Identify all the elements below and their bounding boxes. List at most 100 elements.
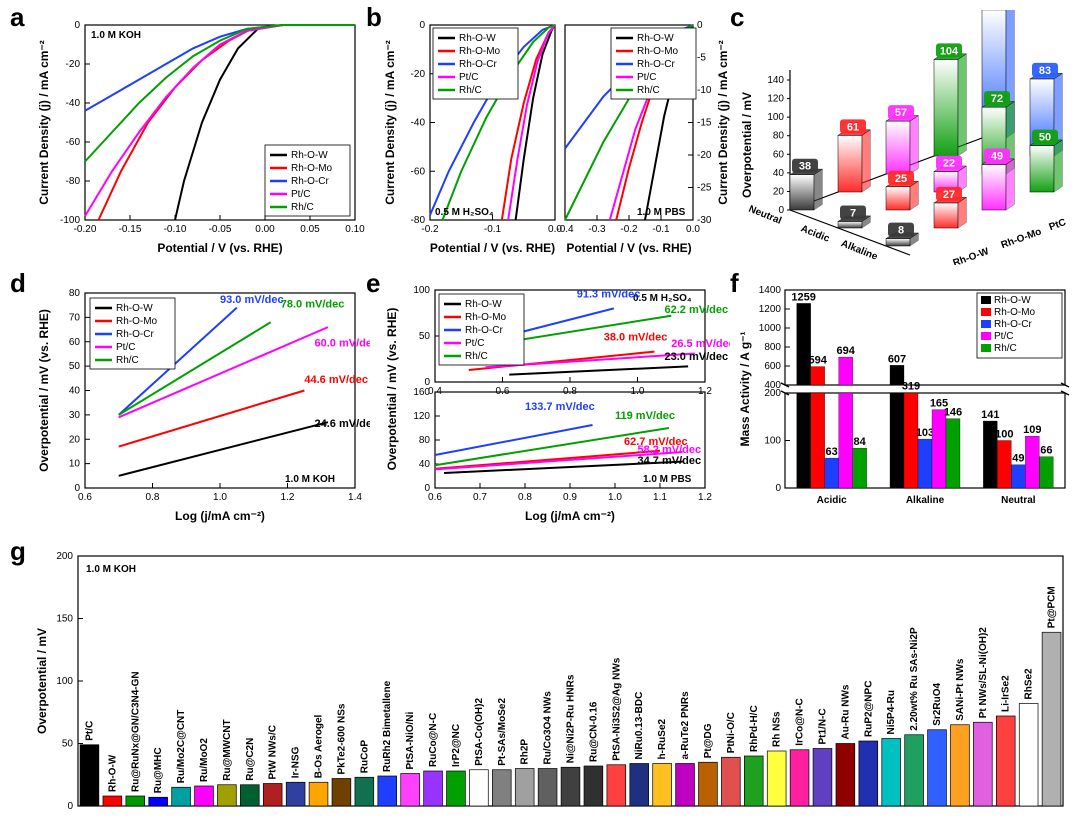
svg-text:0: 0 xyxy=(424,483,430,494)
svg-text:1.0 M KOH: 1.0 M KOH xyxy=(91,30,141,41)
svg-text:1400: 1400 xyxy=(759,285,782,296)
svg-text:27: 27 xyxy=(943,189,955,201)
svg-text:1.0 M KOH: 1.0 M KOH xyxy=(86,564,136,575)
svg-text:1.0 M KOH: 1.0 M KOH xyxy=(285,474,335,485)
svg-text:Rh-O-W: Rh-O-W xyxy=(465,299,502,310)
svg-text:Ru@RuNx@GN/C3N4-GN: Ru@RuNx@GN/C3N4-GN xyxy=(130,671,141,792)
svg-text:319: 319 xyxy=(902,381,920,393)
svg-text:Overpotential / mV: Overpotential / mV xyxy=(740,92,754,198)
svg-text:Ru@CN-0.16: Ru@CN-0.16 xyxy=(588,701,599,762)
svg-text:Rh/C: Rh/C xyxy=(637,85,660,96)
panel-a-svg: -0.20-0.15-0.10-0.050.000.050.10-100-80-… xyxy=(30,10,370,265)
svg-text:Rh-O-Cr: Rh-O-Cr xyxy=(465,325,503,336)
svg-text:7: 7 xyxy=(850,208,856,220)
svg-text:26.5 mV/dec: 26.5 mV/dec xyxy=(671,338,730,350)
svg-text:50: 50 xyxy=(62,739,74,750)
svg-text:Rh-O-Mo: Rh-O-Mo xyxy=(637,46,679,57)
svg-text:20: 20 xyxy=(773,186,785,197)
svg-text:NiRu0.13-BDC: NiRu0.13-BDC xyxy=(634,692,645,760)
svg-text:Alkaline: Alkaline xyxy=(906,495,945,506)
svg-text:-80: -80 xyxy=(411,215,426,226)
svg-text:-0.10: -0.10 xyxy=(164,224,187,235)
svg-text:84: 84 xyxy=(854,436,867,448)
svg-text:2.20wt% Ru SAs-Ni2P: 2.20wt% Ru SAs-Ni2P xyxy=(909,627,920,731)
svg-text:103: 103 xyxy=(916,427,934,439)
svg-text:44.6 mV/dec: 44.6 mV/dec xyxy=(304,374,368,386)
svg-text:Ru/Co3O4 NWs: Ru/Co3O4 NWs xyxy=(543,691,554,765)
svg-text:-80: -80 xyxy=(66,176,81,187)
svg-text:0.6: 0.6 xyxy=(78,492,92,503)
svg-text:140: 140 xyxy=(767,75,784,86)
svg-text:Rh-O-Mo: Rh-O-Mo xyxy=(465,312,507,323)
svg-text:Sr2RuO4: Sr2RuO4 xyxy=(932,683,943,726)
svg-text:66: 66 xyxy=(1040,445,1052,457)
svg-text:Pt1/N-C: Pt1/N-C xyxy=(817,708,828,744)
svg-text:0.6: 0.6 xyxy=(428,492,442,503)
panel-c-svg: 020406080100120140Overpotential / mV1381… xyxy=(735,10,1075,265)
svg-text:Ir-NSG: Ir-NSG xyxy=(291,746,302,778)
svg-text:70: 70 xyxy=(69,312,81,323)
svg-text:Overpotential / mV: Overpotential / mV xyxy=(35,628,49,734)
svg-text:-60: -60 xyxy=(66,137,81,148)
svg-text:119 mV/dec: 119 mV/dec xyxy=(615,410,675,422)
svg-text:120: 120 xyxy=(413,411,430,422)
svg-text:91.3 mV/dec: 91.3 mV/dec xyxy=(577,288,641,300)
svg-text:-20: -20 xyxy=(411,69,426,80)
svg-text:Ni@Ni2P-Ru HNRs: Ni@Ni2P-Ru HNRs xyxy=(566,674,577,763)
svg-text:Pt/C: Pt/C xyxy=(465,338,484,349)
svg-text:Acidic: Acidic xyxy=(799,223,831,245)
svg-text:-100: -100 xyxy=(60,215,80,226)
svg-text:Rh-O-Mo: Rh-O-Mo xyxy=(291,163,333,174)
svg-text:109: 109 xyxy=(1023,424,1041,436)
svg-text:RhPd-H/C: RhPd-H/C xyxy=(749,705,760,752)
svg-text:Rh-O-Mo: Rh-O-Mo xyxy=(459,46,501,57)
svg-text:594: 594 xyxy=(808,355,827,367)
svg-text:-20: -20 xyxy=(697,150,712,161)
svg-text:-0.3: -0.3 xyxy=(588,224,606,235)
svg-text:23.0 mV/dec: 23.0 mV/dec xyxy=(665,351,729,363)
svg-text:Rh-O-Cr: Rh-O-Cr xyxy=(291,176,329,187)
svg-text:160: 160 xyxy=(413,387,430,398)
svg-text:607: 607 xyxy=(888,353,906,365)
svg-text:20: 20 xyxy=(69,434,81,445)
svg-text:40: 40 xyxy=(419,459,431,470)
svg-text:80: 80 xyxy=(69,288,81,299)
panel-label-g: g xyxy=(10,536,26,567)
svg-text:Potential / V (vs. RHE): Potential / V (vs. RHE) xyxy=(157,241,282,255)
svg-text:104: 104 xyxy=(940,45,959,57)
svg-text:60: 60 xyxy=(773,149,785,160)
svg-text:-10: -10 xyxy=(697,85,712,96)
svg-text:1.0: 1.0 xyxy=(213,492,227,503)
svg-text:PkTe2-600 NSs: PkTe2-600 NSs xyxy=(336,703,347,774)
svg-text:-25: -25 xyxy=(697,183,712,194)
svg-text:-0.2: -0.2 xyxy=(620,224,638,235)
svg-text:8: 8 xyxy=(898,225,904,237)
svg-text:150: 150 xyxy=(56,614,73,625)
svg-text:61: 61 xyxy=(847,121,859,133)
svg-text:Potential / V (vs. RHE): Potential / V (vs. RHE) xyxy=(430,241,555,255)
svg-text:100: 100 xyxy=(767,112,784,123)
svg-text:Rh-O-W: Rh-O-W xyxy=(459,33,496,44)
svg-text:1200: 1200 xyxy=(759,304,782,315)
svg-text:146: 146 xyxy=(944,407,962,419)
svg-text:Rh2P: Rh2P xyxy=(520,739,531,765)
svg-text:62.2 mV/dec: 62.2 mV/dec xyxy=(665,304,729,316)
svg-text:0.5 M H₂SO₄: 0.5 M H₂SO₄ xyxy=(633,293,692,304)
panel-b-svg: -0.2-0.10.0-80-60-40-2000.5 M H₂SO₄Poten… xyxy=(380,10,730,265)
svg-text:IrCo@N-C: IrCo@N-C xyxy=(795,698,806,746)
svg-text:1.4: 1.4 xyxy=(348,492,362,503)
svg-text:Pt/C: Pt/C xyxy=(116,342,135,353)
svg-text:200: 200 xyxy=(764,388,781,399)
svg-text:1.0 M PBS: 1.0 M PBS xyxy=(643,474,692,485)
svg-text:40: 40 xyxy=(773,168,785,179)
svg-text:141: 141 xyxy=(981,409,999,421)
svg-text:49: 49 xyxy=(991,151,1003,163)
svg-text:Pt-SAs/MoSe2: Pt-SAs/MoSe2 xyxy=(497,698,508,766)
svg-text:-0.1: -0.1 xyxy=(484,224,502,235)
panel-d-svg: 0.60.81.01.21.4010203040506070801.0 M KO… xyxy=(30,278,370,533)
panel-label-d: d xyxy=(10,268,26,299)
svg-text:Pt@DG: Pt@DG xyxy=(703,723,714,758)
svg-text:50: 50 xyxy=(1039,132,1051,144)
svg-text:Rh-O-Cr: Rh-O-Cr xyxy=(459,59,497,70)
svg-text:600: 600 xyxy=(764,361,781,372)
